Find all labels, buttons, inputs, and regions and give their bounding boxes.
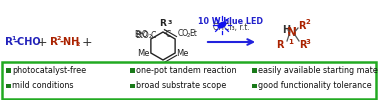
Text: -CHO: -CHO bbox=[14, 37, 42, 47]
Text: R: R bbox=[276, 40, 284, 50]
Bar bbox=[252, 68, 257, 73]
Bar bbox=[130, 84, 135, 88]
Text: 10 W blue LED: 10 W blue LED bbox=[198, 16, 263, 26]
Text: 3: 3 bbox=[306, 39, 311, 45]
Text: CHCl₃, r.t.: CHCl₃, r.t. bbox=[212, 23, 249, 32]
Text: H: H bbox=[282, 25, 290, 35]
Text: photocatalyst-free: photocatalyst-free bbox=[12, 66, 86, 75]
Text: mild conditions: mild conditions bbox=[12, 82, 73, 90]
Text: CO: CO bbox=[178, 29, 189, 38]
Bar bbox=[6, 84, 11, 88]
Polygon shape bbox=[151, 32, 175, 60]
Text: R: R bbox=[299, 40, 307, 50]
Text: easily available starting materials: easily available starting materials bbox=[258, 66, 378, 75]
Text: N: N bbox=[152, 65, 159, 74]
Text: 2: 2 bbox=[163, 30, 167, 35]
Text: 2: 2 bbox=[305, 20, 310, 26]
Text: 1: 1 bbox=[288, 39, 293, 45]
Text: broad substrate scope: broad substrate scope bbox=[136, 82, 226, 90]
Text: C: C bbox=[166, 30, 170, 39]
Text: 2: 2 bbox=[75, 42, 79, 48]
Text: one-pot tandem reaction: one-pot tandem reaction bbox=[136, 66, 237, 75]
Text: -NH: -NH bbox=[59, 37, 79, 47]
Text: R: R bbox=[50, 37, 58, 47]
Text: Me: Me bbox=[176, 48, 189, 58]
Text: +: + bbox=[37, 36, 47, 48]
Text: 2: 2 bbox=[56, 36, 61, 41]
Text: Me: Me bbox=[137, 48, 150, 58]
Text: 1: 1 bbox=[11, 36, 16, 41]
Text: 3: 3 bbox=[167, 20, 172, 24]
Bar bbox=[252, 84, 257, 88]
Bar bbox=[130, 68, 135, 73]
Bar bbox=[2, 62, 376, 99]
Text: Et: Et bbox=[189, 29, 197, 38]
Text: R: R bbox=[160, 19, 166, 28]
Bar bbox=[6, 68, 11, 73]
Text: N: N bbox=[287, 26, 297, 40]
Text: EtO: EtO bbox=[134, 30, 148, 39]
Text: R: R bbox=[5, 37, 13, 47]
Text: good functionality tolerance: good functionality tolerance bbox=[258, 82, 372, 90]
Text: ₂C: ₂C bbox=[149, 32, 157, 40]
Text: H: H bbox=[156, 68, 162, 77]
Text: EtO: EtO bbox=[135, 32, 149, 40]
Ellipse shape bbox=[217, 21, 226, 29]
Text: +: + bbox=[82, 36, 92, 48]
Text: 2: 2 bbox=[187, 33, 191, 38]
Text: R: R bbox=[298, 21, 305, 31]
